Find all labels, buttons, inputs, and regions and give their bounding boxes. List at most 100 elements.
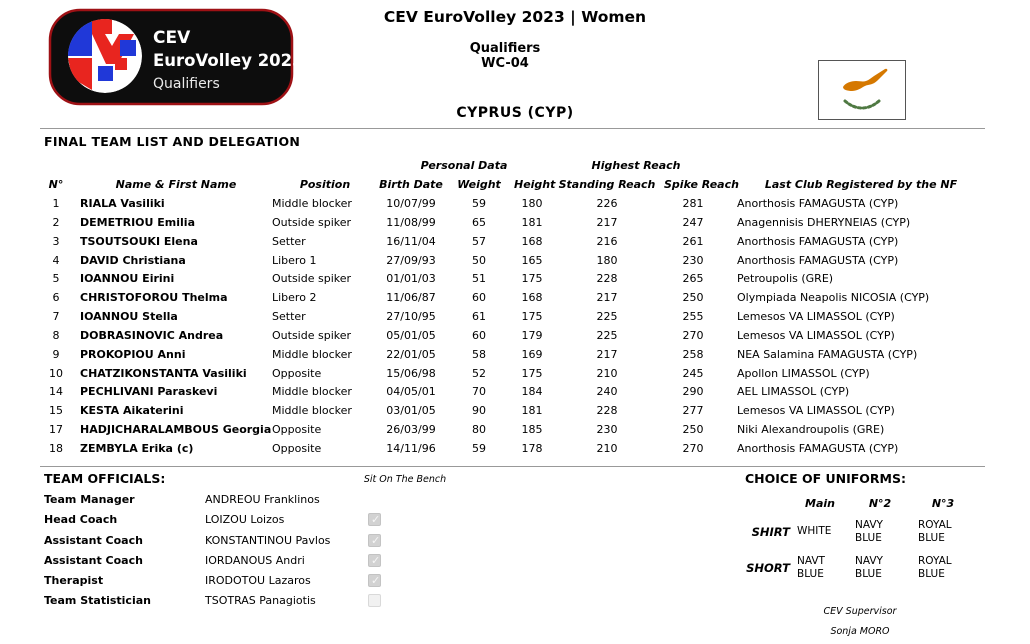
table-row: 4 DAVID Christiana Libero 1 27/09/93 50 … — [44, 252, 985, 271]
player-weight: 61 — [472, 310, 486, 324]
official-role: Team Statistician — [44, 594, 151, 608]
player-height: 178 — [521, 441, 543, 455]
player-birth-date: 16/11/04 — [386, 234, 436, 248]
player-number: 4 — [52, 253, 60, 267]
player-number: 1 — [52, 197, 60, 210]
player-weight: 59 — [472, 197, 486, 210]
table-row: 3 TSOUTSOUKI Elena Setter 16/11/04 57 16… — [44, 233, 985, 252]
player-height: 181 — [521, 404, 543, 418]
player-spike-reach: 250 — [682, 423, 704, 437]
player-club: NEA Salamina FAMAGUSTA (CYP) — [737, 347, 918, 361]
player-height: 181 — [521, 215, 543, 229]
table-row: 7 IOANNOU Stella Setter 27/10/95 61 175 … — [44, 308, 985, 327]
player-club: Olympiada Neapolis NICOSIA (CYP) — [737, 291, 930, 305]
player-number: 6 — [52, 291, 60, 305]
player-height: 168 — [521, 291, 543, 305]
col-header-birth-date: Birth Date — [379, 178, 443, 191]
section-title: FINAL TEAM LIST AND DELEGATION — [44, 134, 301, 149]
player-birth-date: 10/07/99 — [386, 197, 436, 210]
table-row: 9 PROKOPIOU Anni Middle blocker 22/01/05… — [44, 346, 985, 365]
uniform-shirt-label: SHIRT — [751, 525, 790, 539]
player-number: 8 — [52, 328, 60, 342]
player-club: Lemesos VA LIMASSOL (CYP) — [737, 310, 895, 324]
player-height: 175 — [521, 310, 543, 324]
player-birth-date: 03/01/05 — [386, 404, 436, 418]
uniform-col-n3: N°3 — [931, 497, 955, 510]
table-row: 8 DOBRASINOVIC Andrea Outside spiker 05/… — [44, 327, 985, 346]
player-birth-date: 15/06/98 — [386, 366, 436, 380]
player-club: Apollon LIMASSOL (CYP) — [737, 366, 870, 380]
uniform-short-label: SHORT — [746, 561, 790, 575]
official-row: Therapist IRODOTOU Lazaros — [44, 571, 444, 591]
col-header-standing-reach: Standing Reach — [558, 178, 656, 191]
player-standing-reach: 228 — [596, 404, 618, 418]
official-name: LOIZOU Loizos — [205, 513, 285, 527]
player-number: 3 — [52, 234, 60, 248]
col-header-spike-reach: Spike Reach — [664, 178, 739, 191]
player-number: 7 — [52, 310, 60, 324]
officials-title: TEAM OFFICIALS: — [44, 471, 166, 486]
player-position: Libero 2 — [272, 291, 317, 305]
bench-checkbox[interactable] — [368, 553, 381, 567]
player-position: Outside spiker — [272, 215, 352, 229]
official-row: Head Coach LOIZOU Loizos — [44, 510, 444, 530]
player-standing-reach: 230 — [596, 423, 618, 437]
table-row: 10 CHATZIKONSTANTA Vasiliki Opposite 15/… — [44, 365, 985, 384]
player-birth-date: 04/05/01 — [386, 385, 436, 399]
player-name: ZEMBYLA Erika (c) — [80, 441, 194, 455]
player-position: Libero 1 — [272, 253, 317, 267]
bench-checkbox[interactable] — [368, 533, 381, 547]
player-position: Middle blocker — [272, 347, 352, 361]
player-height: 175 — [521, 366, 543, 380]
officials-list: Team Manager ANDREOU Franklinos Head Coa… — [44, 490, 444, 612]
player-club: Petroupolis (GRE) — [737, 272, 834, 286]
player-weight: 60 — [472, 328, 486, 342]
header-divider — [40, 128, 985, 129]
player-weight: 70 — [472, 385, 486, 399]
roster-table: Personal Data Highest Reach N° Name & Fi… — [44, 157, 985, 459]
player-standing-reach: 210 — [596, 441, 618, 455]
player-height: 165 — [521, 253, 543, 267]
short-main-color: NAVT BLUE — [797, 554, 825, 581]
roster-group-header-row: Personal Data Highest Reach — [44, 157, 985, 176]
player-name: TSOUTSOUKI Elena — [80, 234, 198, 248]
page-title: CEV EuroVolley 2023 | Women — [383, 8, 647, 26]
shirt-n3-color: ROYAL BLUE — [918, 518, 952, 545]
player-number: 5 — [52, 272, 60, 286]
player-club: Niki Alexandroupolis (GRE) — [737, 423, 885, 437]
player-height: 185 — [521, 423, 543, 437]
player-number: 15 — [49, 404, 63, 418]
bench-checkbox[interactable] — [368, 513, 381, 527]
player-standing-reach: 217 — [596, 291, 618, 305]
col-header-name: Name & First Name — [115, 178, 237, 191]
official-row: Assistant Coach KONSTANTINOU Pavlos — [44, 531, 444, 551]
player-position: Setter — [272, 234, 306, 248]
table-row: 6 CHRISTOFOROU Thelma Libero 2 11/06/87 … — [44, 289, 985, 308]
bench-checkbox[interactable] — [368, 594, 381, 608]
player-club: Anorthosis FAMAGUSTA (CYP) — [737, 253, 899, 267]
player-number: 9 — [52, 347, 60, 361]
player-weight: 90 — [472, 404, 486, 418]
player-number: 14 — [49, 385, 63, 399]
player-name: DAVID Christiana — [80, 253, 186, 267]
short-n3-color: ROYAL BLUE — [918, 554, 952, 581]
player-height: 168 — [521, 234, 543, 248]
bench-checkbox[interactable] — [368, 574, 381, 588]
player-number: 18 — [49, 441, 63, 455]
player-club: Lemesos VA LIMASSOL (CYP) — [737, 404, 895, 418]
official-role: Head Coach — [44, 513, 118, 527]
official-name: IORDANOUS Andri — [205, 553, 305, 567]
subtitle-pool: WC-04 — [481, 56, 529, 71]
player-height: 169 — [521, 347, 543, 361]
shirt-n2-color: NAVY BLUE — [855, 518, 883, 545]
player-standing-reach: 216 — [596, 234, 618, 248]
official-role: Assistant Coach — [44, 553, 143, 567]
player-height: 175 — [521, 272, 543, 286]
player-club: AEL LIMASSOL (CYP) — [737, 385, 850, 399]
cyprus-flag-icon — [818, 60, 906, 120]
official-role: Therapist — [44, 574, 104, 588]
player-weight: 50 — [472, 253, 486, 267]
table-row: 15 KESTA Aikaterini Middle blocker 03/01… — [44, 402, 985, 421]
player-birth-date: 27/10/95 — [386, 310, 436, 324]
player-weight: 65 — [472, 215, 486, 229]
